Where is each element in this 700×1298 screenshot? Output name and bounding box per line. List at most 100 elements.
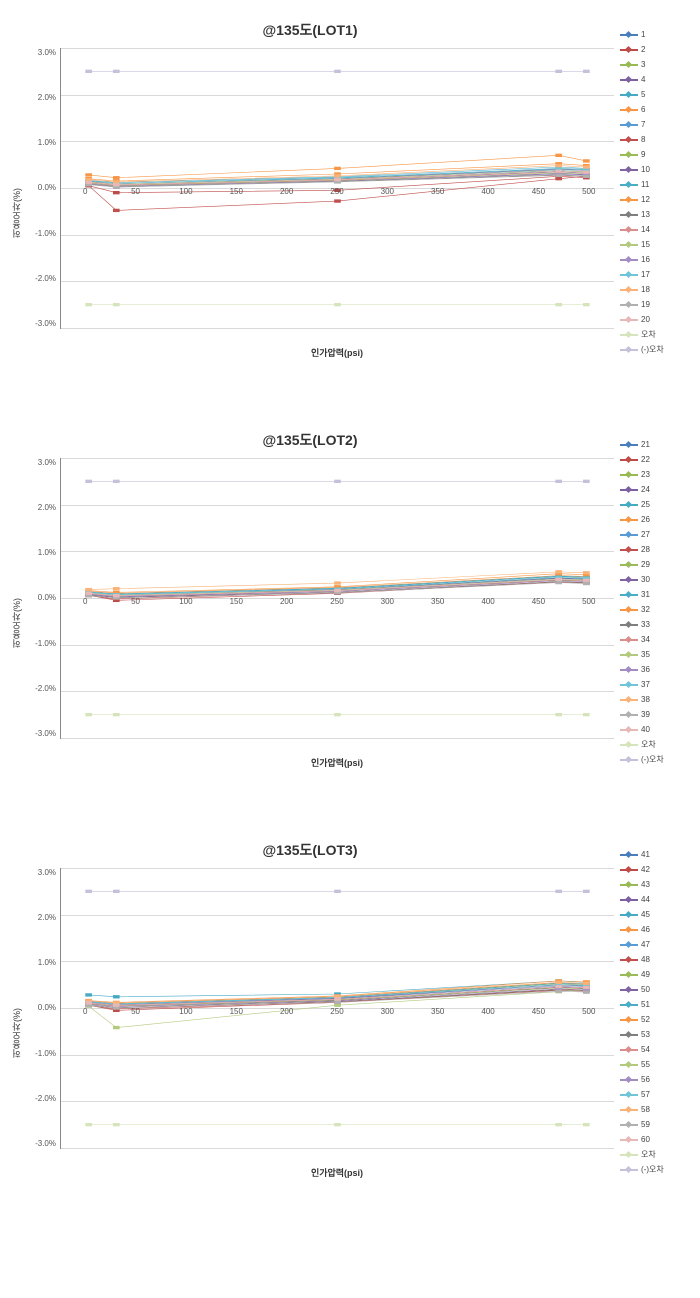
legend-marker-icon (625, 1105, 632, 1112)
series-marker (555, 154, 562, 157)
series-marker (583, 303, 590, 306)
legend-item: 20 (620, 313, 690, 326)
legend-line-icon (620, 274, 638, 276)
series-marker (555, 170, 562, 173)
legend-label: 3 (641, 60, 645, 69)
x-tick-label: 150 (211, 1007, 261, 1016)
legend-marker-icon (625, 560, 632, 567)
legend-marker-icon (625, 470, 632, 477)
legend-label: 46 (641, 925, 650, 934)
series-marker (113, 995, 120, 998)
legend-item: 19 (620, 298, 690, 311)
x-axis-label: 인가압력(psi) (60, 346, 614, 359)
legend-line-icon (620, 229, 638, 231)
legend-label: 14 (641, 225, 650, 234)
y-tick-label: 3.0% (24, 458, 56, 467)
legend-line-icon (620, 744, 638, 746)
legend-marker-icon (625, 485, 632, 492)
x-tick-label: 0 (60, 1007, 110, 1016)
series-marker (85, 713, 92, 716)
x-tick-label: 350 (413, 187, 463, 196)
x-tick-label: 300 (362, 597, 412, 606)
legend-line-icon (620, 579, 638, 581)
legend-label: 오차 (641, 739, 656, 750)
y-tick-label: -2.0% (24, 1094, 56, 1103)
series-marker (85, 592, 92, 595)
series-marker (334, 174, 341, 177)
series-marker (334, 581, 341, 584)
y-tick-label: -2.0% (24, 274, 56, 283)
x-axis-label: 인가압력(psi) (60, 756, 614, 769)
legend-line-icon (620, 244, 638, 246)
legend-label: 35 (641, 650, 650, 659)
x-tick-label: 500 (564, 1007, 614, 1016)
legend-line-icon (620, 929, 638, 931)
legend-marker-icon (625, 150, 632, 157)
x-tick-label: 150 (211, 187, 261, 196)
legend-marker-icon (625, 925, 632, 932)
series-marker (555, 164, 562, 167)
legend-line-icon (620, 184, 638, 186)
legend-item: 21 (620, 438, 690, 451)
legend-item: 57 (620, 1088, 690, 1101)
series-marker (113, 209, 120, 212)
legend-item: 30 (620, 573, 690, 586)
legend-item: 58 (620, 1103, 690, 1116)
legend-label: (-)오차 (641, 1164, 664, 1175)
series-marker (555, 985, 562, 988)
legend-label: 19 (641, 300, 650, 309)
legend-marker-icon (625, 605, 632, 612)
series-marker (555, 890, 562, 893)
legend-marker-icon (625, 210, 632, 217)
legend-line-icon (620, 699, 638, 701)
legend-label: 23 (641, 470, 650, 479)
legend-item: 55 (620, 1058, 690, 1071)
legend-line-icon (620, 884, 638, 886)
x-tick-label: 100 (161, 187, 211, 196)
chart-body: 허용오차(%)3.0%2.0%1.0%0.0%-1.0%-2.0%-3.0%05… (10, 868, 690, 1198)
legend-line-icon (620, 1169, 638, 1171)
gridline (61, 328, 614, 329)
legend-label: 42 (641, 865, 650, 874)
legend-item: (-)오차 (620, 1163, 690, 1176)
legend-label: 55 (641, 1060, 650, 1069)
legend-marker-icon (625, 590, 632, 597)
series-marker (85, 1001, 92, 1004)
legend-line-icon (620, 169, 638, 171)
legend-label: 38 (641, 695, 650, 704)
legend-line-icon (620, 1109, 638, 1111)
legend-item: 27 (620, 528, 690, 541)
y-axis-ticks: 3.0%2.0%1.0%0.0%-1.0%-2.0%-3.0% (24, 458, 60, 738)
legend-item: 33 (620, 618, 690, 631)
legend-line-icon (620, 34, 638, 36)
y-axis-label: 허용오차(%) (10, 868, 24, 1198)
legend-item: 32 (620, 603, 690, 616)
x-tick-label: 350 (413, 1007, 463, 1016)
legend-label: 44 (641, 895, 650, 904)
y-tick-label: 2.0% (24, 503, 56, 512)
legend-marker-icon (625, 1165, 632, 1172)
series-marker (113, 1026, 120, 1029)
plot-wrap: 050100150200250300350400450500인가압력(psi) (60, 48, 614, 378)
legend-line-icon (620, 1049, 638, 1051)
legend-line-icon (620, 899, 638, 901)
legend-label: 16 (641, 255, 650, 264)
legend-label: 30 (641, 575, 650, 584)
legend-line-icon (620, 1019, 638, 1021)
series-marker (334, 199, 341, 202)
legend-label: 20 (641, 315, 650, 324)
series-marker (113, 713, 120, 716)
legend-label: 52 (641, 1015, 650, 1024)
legend-line-icon (620, 594, 638, 596)
legend-item: 오차 (620, 328, 690, 341)
chart-grid: @135도(LOT1)허용오차(%)3.0%2.0%1.0%0.0%-1.0%-… (10, 20, 690, 1210)
legend-marker-icon (625, 1000, 632, 1007)
legend-item: 17 (620, 268, 690, 281)
series-marker (555, 303, 562, 306)
gridline (61, 1148, 614, 1149)
x-tick-label: 50 (110, 1007, 160, 1016)
legend-item: 40 (620, 723, 690, 736)
legend-line-icon (620, 474, 638, 476)
series-marker (85, 70, 92, 73)
x-axis-ticks: 050100150200250300350400450500 (60, 1007, 614, 1016)
